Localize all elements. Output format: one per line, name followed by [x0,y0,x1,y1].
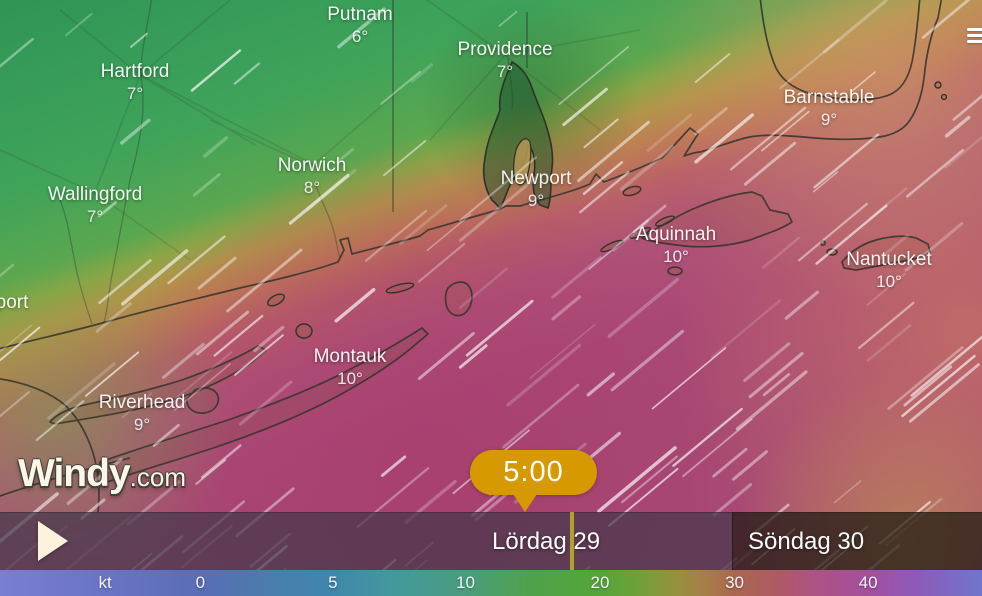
legend-tick: 0 [195,573,206,592]
state-borders [392,0,528,212]
timeline-day-sunday[interactable] [732,512,982,570]
legend-tick: 30 [725,573,744,592]
coastlines [0,0,943,513]
legend-tick: 5 [328,573,338,592]
time-bubble[interactable]: 5:00 [470,450,597,495]
time-bubble-label: 5:00 [503,456,564,488]
timeline-day-saturday[interactable] [0,512,732,570]
play-button[interactable] [14,512,84,570]
logo-suffix: .com [129,462,186,492]
windy-logo[interactable]: Windy.com [18,452,186,496]
wind-speed-legend[interactable]: kt 0 5 10 20 30 40 [0,570,982,596]
logo-text: Windy [18,452,131,495]
legend-tick: 10 [455,573,475,592]
play-icon [38,521,68,561]
aquidneck-island [513,138,532,186]
small-islands [267,81,948,339]
narragansett-bay [482,60,554,210]
legend-tick: 40 [858,573,878,592]
timeline[interactable]: Lördag 29 Söndag 30 [0,512,982,570]
time-bubble-tail-icon [513,494,537,512]
legend-unit: kt [98,573,112,592]
hamburger-icon [967,34,982,37]
hamburger-icon [967,40,982,43]
roads [0,0,641,261]
menu-button[interactable] [967,28,982,48]
hamburger-icon [967,28,982,31]
timeline-indicator[interactable] [570,512,574,570]
legend-tick: 20 [590,573,610,592]
